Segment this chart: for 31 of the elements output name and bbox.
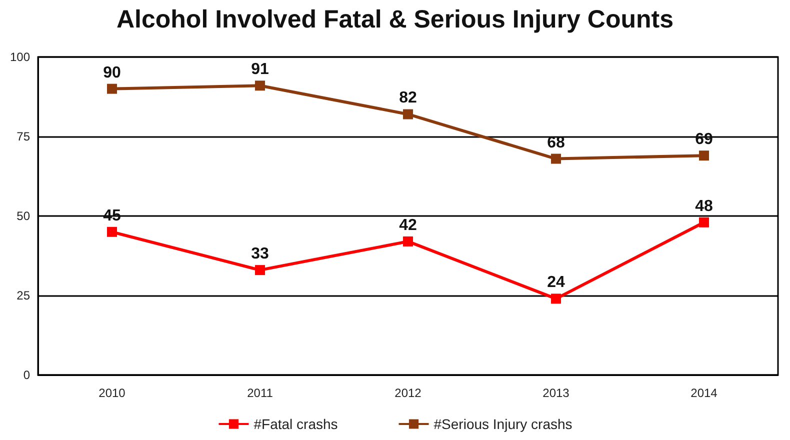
y-tick-label: 100 [10,50,30,64]
y-tick-label: 75 [16,130,30,144]
data-label: 68 [547,134,565,152]
x-tick-label: 2012 [394,386,422,400]
data-label: 91 [251,61,269,78]
point [107,84,117,94]
data-label: 90 [103,64,121,82]
point [107,226,117,237]
data-label: 33 [251,246,269,263]
legend-label: #Serious Injury crashs [434,416,572,432]
x-tick-label: 2011 [247,386,274,400]
x-tick-label: 2010 [98,386,126,400]
point [255,80,265,91]
x-tick-label: 2013 [542,386,570,400]
y-tick-label: 50 [16,209,30,223]
x-tick-label: 2014 [690,386,718,400]
legend-label: #Fatal crashs [254,416,338,432]
point [403,236,413,246]
data-label: 24 [547,274,565,292]
point [403,109,413,120]
point [699,150,709,161]
data-label: 42 [399,216,417,234]
y-tick-label: 25 [16,288,30,302]
point [551,294,561,304]
point [255,265,265,276]
data-label: 82 [399,90,417,107]
chart-title: Alcohol Involved Fatal & Serious Injury Counts [116,6,674,34]
point [551,154,561,164]
y-tick-label: 0 [23,368,30,382]
point [699,217,709,228]
data-label: 48 [695,198,713,215]
